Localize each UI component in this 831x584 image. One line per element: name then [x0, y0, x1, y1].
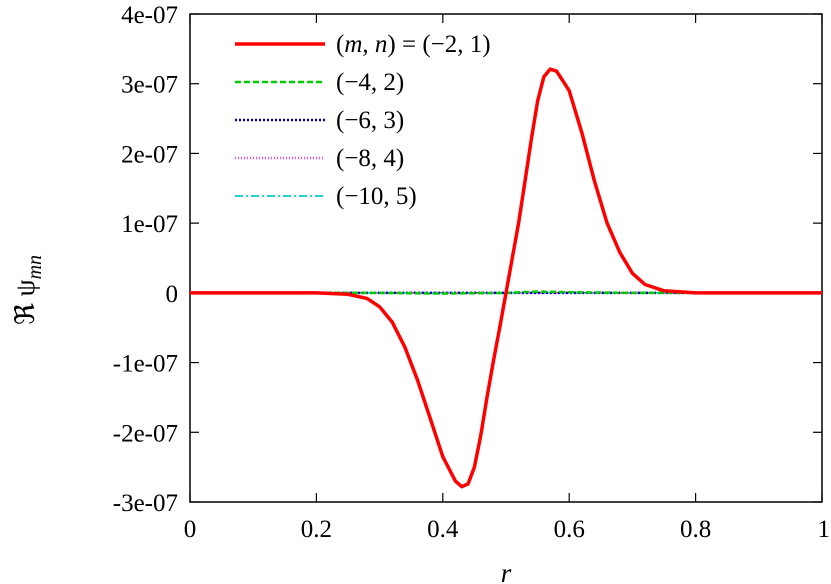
legend-label-0: (m, n) = (−2, 1): [336, 31, 491, 58]
y-tick-label: -3e-07: [113, 490, 178, 517]
y-ticks-group: -3e-07 -2e-07 -1e-07 0 1e-07 2e-07 3e-07 4e-07: [113, 2, 822, 517]
y-tick-label: 4e-07: [121, 2, 178, 29]
svg-text:ℜ ψmn: ℜ ψmn: [10, 255, 46, 325]
plot-frame-group: [189, 13, 823, 503]
legend: (m, n) = (−2, 1) (−4, 2) (−6, 3) (−8, 4) (−1…: [235, 31, 491, 210]
series-group: [190, 67, 822, 489]
y-axis-label: ℜ ψ: [10, 279, 40, 325]
y-tick-label: -1e-07: [113, 351, 178, 378]
series-line-0: [190, 67, 822, 489]
x-axis-label: r: [501, 558, 512, 584]
y-tick-label: -2e-07: [113, 420, 178, 447]
x-tick-label: 0.4: [427, 516, 459, 543]
x-tick-label: 0.2: [301, 516, 332, 543]
legend-label-4: (−10, 5): [336, 183, 417, 210]
legend-label-1: (−4, 2): [336, 69, 404, 96]
legend-label-3: (−8, 4): [336, 145, 404, 172]
x-tick-label: 0.6: [554, 516, 585, 543]
y-tick-label: 1e-07: [121, 211, 178, 238]
plot-frame: [189, 13, 823, 503]
y-axis-label-group: ℜ ψmn: [10, 255, 46, 325]
x-tick-label: 1: [818, 516, 831, 543]
legend-label-2: (−6, 3): [336, 107, 404, 134]
y-axis-label-subscript: mn: [24, 255, 46, 279]
x-tick-label: 0: [184, 516, 197, 543]
y-tick-label: 3e-07: [121, 72, 178, 99]
y-tick-label: 2e-07: [121, 141, 178, 168]
y-tick-label: 0: [166, 281, 179, 308]
x-tick-label: 0.8: [680, 516, 711, 543]
x-ticks-group: 0 0.2 0.4 0.6 0.8 1: [184, 14, 830, 543]
